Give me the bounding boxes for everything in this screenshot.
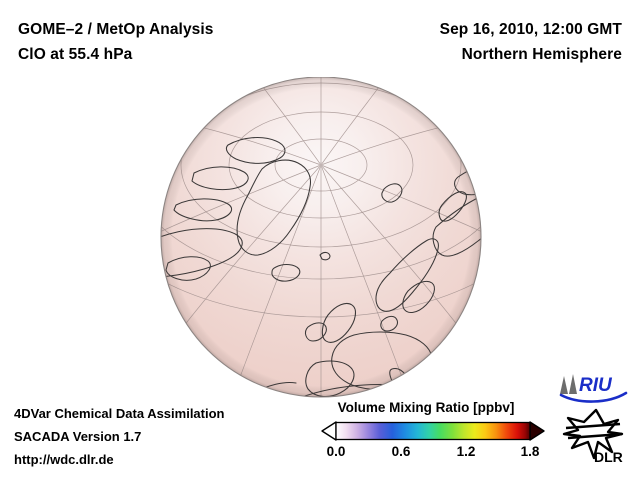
footer-credits: 4DVar Chemical Data Assimilation SACADA … (14, 402, 225, 471)
dlr-logo: DLR (560, 408, 630, 464)
colorbar-extend-right (529, 421, 545, 441)
riu-towers-icon (560, 374, 577, 394)
dlr-eagle-icon (562, 408, 624, 460)
colorbar-tick-0: 0.0 (326, 444, 346, 459)
colorbar-tick-labels: 0.0 0.6 1.2 1.8 (306, 444, 546, 464)
dlr-wordmark: DLR (594, 449, 623, 464)
header-left-title: GOME–2 / MetOp Analysis ClO at 55.4 hPa (18, 17, 214, 67)
analysis-title: GOME–2 / MetOp Analysis (18, 21, 214, 38)
colorbar: Volume Mixing Ratio [ppbv] (306, 400, 546, 464)
riu-logo: RIU (556, 372, 630, 404)
globe-outline (160, 77, 482, 398)
species-level-subtitle: ClO at 55.4 hPa (18, 46, 133, 63)
dlr-logo-svg: DLR (562, 408, 624, 464)
colorbar-gradient-svg (321, 421, 545, 441)
colorbar-extend-left (321, 421, 337, 441)
globe-rim-shading (161, 77, 481, 397)
credit-line-url: http://wdc.dlr.de (14, 452, 114, 467)
orthographic-globe-svg (160, 77, 482, 398)
credit-line-method: 4DVar Chemical Data Assimilation (14, 406, 225, 421)
colorbar-tick-2: 1.2 (456, 444, 476, 459)
colorbar-tick-3: 1.8 (520, 444, 540, 459)
credit-line-version: SACADA Version 1.7 (14, 429, 142, 444)
colorbar-title: Volume Mixing Ratio [ppbv] (337, 400, 515, 415)
colorbar-tick-1: 0.6 (391, 444, 411, 459)
timestamp-label: Sep 16, 2010, 12:00 GMT (439, 21, 622, 38)
riu-wordmark: RIU (579, 375, 613, 396)
header-right-meta: Sep 16, 2010, 12:00 GMT Northern Hemisph… (440, 17, 622, 67)
globe-map (158, 77, 484, 399)
hemisphere-label: Northern Hemisphere (461, 46, 622, 63)
riu-swoosh-icon (559, 391, 628, 403)
colorbar-bar (335, 421, 531, 441)
riu-logo-svg: RIU (559, 374, 628, 403)
